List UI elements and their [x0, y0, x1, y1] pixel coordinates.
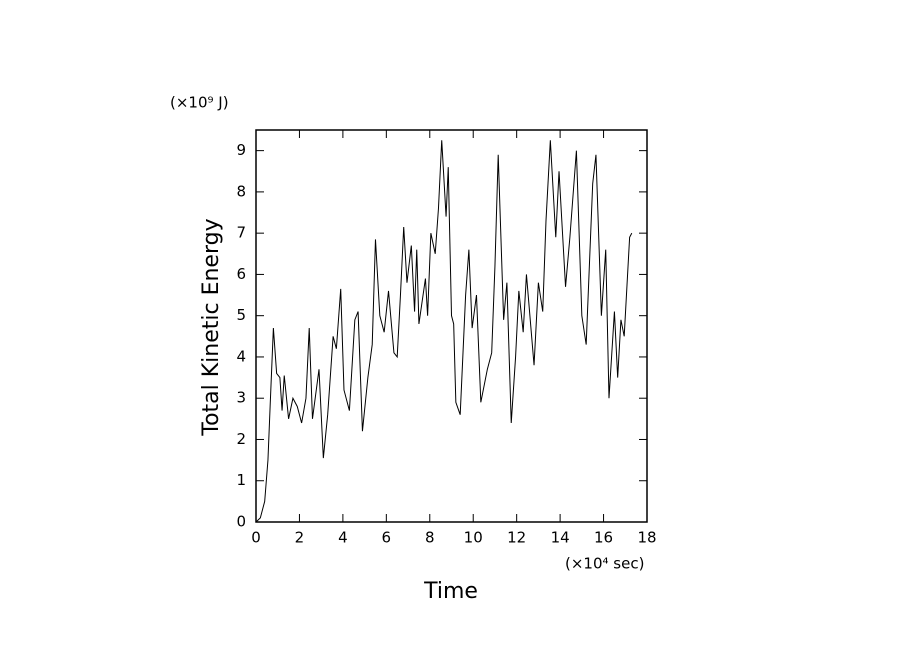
y-tick-label: 4 [236, 347, 246, 365]
y-tick-label: 8 [236, 182, 246, 200]
x-tick-label: 4 [338, 529, 348, 547]
x-tick-label: 14 [551, 529, 570, 547]
y-tick-label: 3 [236, 389, 246, 407]
y-tick-label: 2 [236, 430, 246, 448]
plot-frame [255, 129, 648, 523]
x-tick-label: 0 [251, 529, 261, 547]
y-unit: (×10⁹ J) [170, 94, 229, 112]
x-unit: (×10⁴ sec) [565, 555, 644, 573]
x-tick-label: 16 [594, 529, 613, 547]
y-tick-label: 6 [236, 265, 246, 283]
y-axis-label: Total Kinetic Energy [199, 218, 224, 436]
x-tick-label: 8 [425, 529, 435, 547]
x-tick-label: 18 [637, 529, 656, 547]
data-line [255, 140, 633, 523]
y-tick-label: 5 [236, 306, 246, 324]
y-tick-label: 7 [236, 224, 246, 242]
x-tick-label: 2 [295, 529, 305, 547]
y-tick-label: 0 [236, 513, 246, 531]
x-tick-label: 6 [382, 529, 392, 547]
y-tick-label: 1 [236, 471, 246, 489]
x-tick-label: 10 [464, 529, 483, 547]
x-axis-label: Time [423, 579, 478, 604]
y-tick-label: 9 [236, 141, 246, 159]
x-tick-label: 12 [507, 529, 526, 547]
